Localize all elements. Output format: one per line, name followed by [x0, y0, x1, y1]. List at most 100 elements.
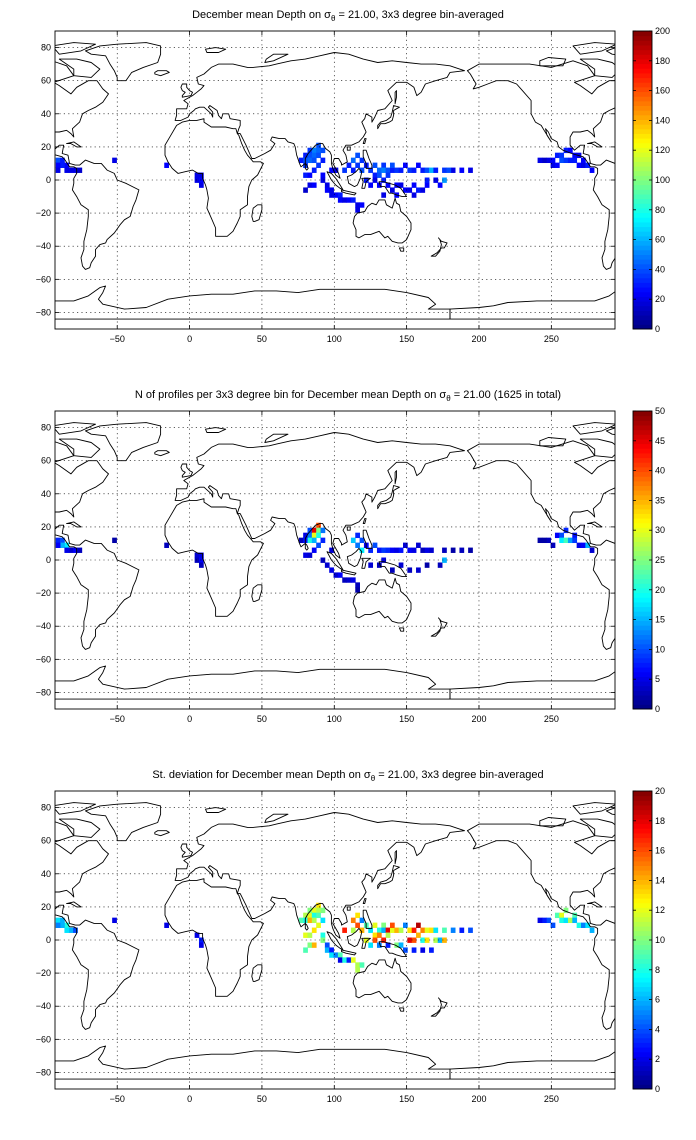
coastline-americas [55, 821, 140, 1030]
colorbar-tick-label: 45 [655, 436, 665, 446]
data-cell [389, 567, 395, 573]
colorbar-tick-label: 6 [655, 995, 660, 1005]
data-cell [450, 167, 456, 173]
data-cell [572, 532, 578, 539]
data-cell [307, 172, 313, 178]
colorbar-segment [633, 592, 652, 598]
data-cell [546, 537, 552, 544]
colorbar-tick-label: 5 [655, 674, 660, 684]
data-cell [64, 167, 70, 173]
data-cell [368, 182, 374, 188]
coastline-cuba [587, 901, 603, 908]
x-tick-label: 100 [327, 1094, 342, 1104]
coastline-sulawesi [361, 177, 371, 189]
data-cell [350, 917, 356, 924]
colorbar-segment [633, 96, 652, 102]
data-cell [307, 182, 313, 188]
colorbar-tick-label: 12 [655, 905, 665, 915]
colorbar-segment [633, 940, 652, 946]
colorbar-segment [633, 662, 652, 668]
data-cell [311, 942, 317, 948]
coastline-java [341, 949, 357, 956]
colorbar-segment [633, 91, 652, 97]
data-cell [407, 567, 413, 573]
data-cell [198, 172, 204, 178]
data-cell [376, 927, 382, 933]
data-cell [385, 172, 391, 178]
coastline-java [341, 189, 357, 196]
data-cell [311, 537, 317, 544]
colorbar-segment [633, 1051, 652, 1057]
data-cell [311, 527, 317, 534]
data-cell [311, 182, 317, 188]
data-cell [389, 187, 395, 193]
data-cell [589, 927, 595, 933]
data-cell [346, 197, 352, 203]
data-cell [194, 177, 200, 183]
data-cell [537, 157, 543, 164]
data-cell [442, 557, 447, 563]
y-tick-label: 80 [41, 803, 51, 813]
colorbar-segment [633, 601, 652, 608]
coastline-australia [352, 957, 412, 1004]
data-cell [55, 157, 61, 164]
data-cell [541, 537, 547, 544]
data-cell [567, 537, 573, 544]
colorbar-segment [633, 977, 652, 983]
data-cell [355, 962, 360, 968]
colorbar-segment [633, 1070, 652, 1076]
data-cell [554, 912, 560, 919]
data-cell [416, 567, 421, 573]
data-cell [311, 907, 317, 914]
data-cell [337, 572, 343, 578]
colorbar-segment [633, 128, 652, 134]
data-cell [311, 157, 317, 164]
data-cell [420, 167, 426, 173]
data-cell [316, 912, 321, 919]
data-cell [324, 947, 330, 953]
x-tick-label: −50 [110, 334, 125, 344]
coastline-borneo [346, 167, 363, 188]
coastline-eurasia-africa [686, 813, 696, 997]
colorbar-segment [633, 263, 652, 269]
data-cell [194, 172, 200, 178]
data-cell [429, 167, 434, 173]
data-cell [541, 917, 547, 924]
data-cell [316, 922, 321, 928]
coastline-novaya-zemlya [264, 53, 289, 63]
title-main: December mean Depth on σ [192, 9, 331, 21]
data-cell [424, 562, 430, 568]
y-tick-label: −60 [36, 1034, 51, 1044]
colorbar-segment [633, 550, 652, 556]
data-cell [112, 537, 117, 544]
data-cell [442, 927, 447, 933]
data-cell [407, 187, 413, 193]
y-tick-label: 40 [41, 109, 51, 119]
data-cell [342, 927, 347, 933]
data-cell [572, 537, 578, 544]
data-cell [554, 532, 560, 539]
colorbar-segment [633, 415, 652, 421]
data-cell [333, 192, 339, 198]
data-cell [316, 902, 321, 909]
data-cell [398, 927, 404, 933]
colorbar-segment [633, 800, 652, 806]
x-tick-label: 200 [471, 714, 486, 724]
data-cell [316, 162, 321, 168]
coastline-new-guinea [378, 941, 408, 958]
data-cell [420, 927, 426, 933]
data-cell [60, 542, 65, 548]
data-cell [329, 952, 334, 958]
colorbar-segment [633, 958, 652, 964]
data-cell [563, 917, 569, 924]
y-tick-label: 20 [41, 522, 51, 532]
colorbar-segment [633, 142, 652, 148]
colorbar-segment [633, 100, 652, 106]
data-cell [307, 942, 313, 948]
x-tick-label: 200 [471, 334, 486, 344]
colorbar-segment [633, 981, 652, 988]
data-cell [411, 192, 417, 198]
data-cell [346, 957, 352, 963]
colorbar-tick-label: 10 [655, 644, 665, 654]
data-cell [320, 932, 326, 938]
